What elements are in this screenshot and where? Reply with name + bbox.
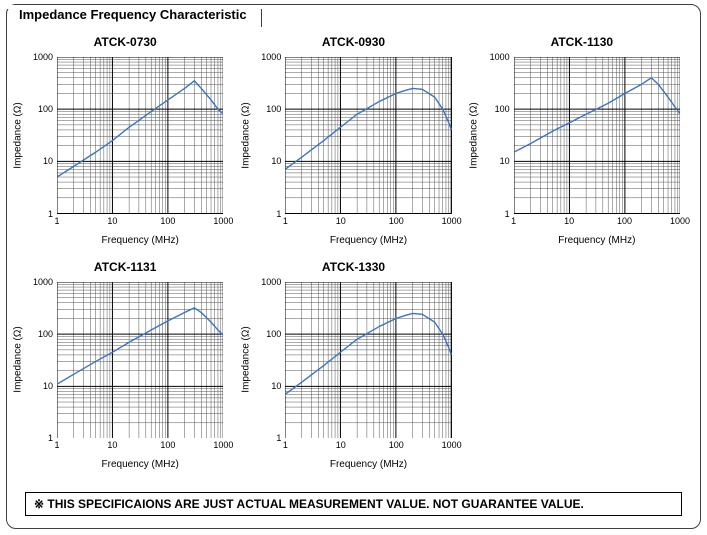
y-axis-label: Impedance (Ω) xyxy=(239,282,253,439)
tab-cover xyxy=(7,5,263,9)
x-axis-label: Frequency (MHz) xyxy=(285,235,451,246)
chart-svg xyxy=(285,282,451,439)
y-tick-label: 1000 xyxy=(261,277,281,287)
x-tick-label: 1000 xyxy=(213,216,233,226)
x-tick-label: 1000 xyxy=(670,216,690,226)
y-tick-label: 1 xyxy=(276,433,281,443)
plot-area: 11010010001101001000 xyxy=(285,57,451,214)
y-tick-label: 1000 xyxy=(261,52,281,62)
plot-area: 11010010001101001000 xyxy=(57,57,223,214)
x-tick-label: 1000 xyxy=(442,216,462,226)
y-axis-label: Impedance (Ω) xyxy=(11,57,25,214)
x-tick-label: 1 xyxy=(283,440,288,450)
x-tick-label: 10 xyxy=(107,440,117,450)
y-tick-label: 1000 xyxy=(33,277,53,287)
x-axis-label: Frequency (MHz) xyxy=(57,459,223,470)
chart-title: ATCK-1130 xyxy=(468,35,696,49)
chart-cell: ATCK-0930Impedance (Ω)110100100011010010… xyxy=(239,33,467,258)
x-tick-label: 10 xyxy=(336,216,346,226)
chart-cell: ATCK-1131Impedance (Ω)110100100011010010… xyxy=(11,258,239,483)
y-tick-label: 100 xyxy=(38,104,53,114)
y-axis-label: Impedance (Ω) xyxy=(468,57,482,214)
y-tick-label: 10 xyxy=(271,381,281,391)
section-title: Impedance Frequency Characteristic xyxy=(19,7,247,22)
x-tick-label: 10 xyxy=(564,216,574,226)
x-tick-label: 1 xyxy=(511,216,516,226)
chart-cell: ATCK-1330Impedance (Ω)110100100011010010… xyxy=(239,258,467,483)
y-tick-label: 100 xyxy=(38,329,53,339)
x-axis-label: Frequency (MHz) xyxy=(285,459,451,470)
y-axis-label: Impedance (Ω) xyxy=(11,282,25,439)
chart-row: ATCK-0730Impedance (Ω)110100100011010010… xyxy=(11,33,696,258)
x-tick-label: 10 xyxy=(107,216,117,226)
y-tick-label: 10 xyxy=(43,381,53,391)
characteristic-panel: Impedance Frequency Characteristic ATCK-… xyxy=(6,4,701,529)
x-tick-label: 100 xyxy=(160,440,175,450)
y-tick-label: 10 xyxy=(500,156,510,166)
x-axis-label: Frequency (MHz) xyxy=(514,235,680,246)
x-tick-label: 1 xyxy=(54,216,59,226)
page-root: Impedance Frequency Characteristic ATCK-… xyxy=(0,0,707,535)
x-tick-label: 1000 xyxy=(213,440,233,450)
y-tick-label: 1000 xyxy=(490,52,510,62)
plot-area: 11010010001101001000 xyxy=(285,282,451,439)
plot-area: 11010010001101001000 xyxy=(57,282,223,439)
y-tick-label: 1 xyxy=(48,433,53,443)
y-tick-label: 100 xyxy=(266,329,281,339)
chart-svg xyxy=(57,57,223,214)
plot-area: 11010010001101001000 xyxy=(514,57,680,214)
y-tick-label: 10 xyxy=(43,156,53,166)
chart-cell: ATCK-0730Impedance (Ω)110100100011010010… xyxy=(11,33,239,258)
chart-title: ATCK-0930 xyxy=(239,35,467,49)
y-axis-label: Impedance (Ω) xyxy=(239,57,253,214)
chart-row: ATCK-1131Impedance (Ω)110100100011010010… xyxy=(11,258,696,483)
x-tick-label: 1000 xyxy=(442,440,462,450)
footnote-text: ※ THIS SPECIFICAIONS ARE JUST ACTUAL MEA… xyxy=(34,497,584,511)
chart-svg xyxy=(514,57,680,214)
chart-cell xyxy=(468,258,696,483)
chart-svg xyxy=(285,57,451,214)
footnote-box: ※ THIS SPECIFICAIONS ARE JUST ACTUAL MEA… xyxy=(25,492,682,516)
y-tick-label: 1 xyxy=(276,209,281,219)
x-tick-label: 100 xyxy=(617,216,632,226)
chart-title: ATCK-1330 xyxy=(239,260,467,274)
x-tick-label: 100 xyxy=(160,216,175,226)
y-tick-label: 1000 xyxy=(33,52,53,62)
y-tick-label: 10 xyxy=(271,156,281,166)
x-axis-label: Frequency (MHz) xyxy=(57,235,223,246)
x-tick-label: 1 xyxy=(54,440,59,450)
x-tick-label: 100 xyxy=(389,440,404,450)
chart-title: ATCK-1131 xyxy=(11,260,239,274)
x-tick-label: 10 xyxy=(336,440,346,450)
x-tick-label: 100 xyxy=(389,216,404,226)
chart-svg xyxy=(57,282,223,439)
y-tick-label: 100 xyxy=(495,104,510,114)
y-tick-label: 100 xyxy=(266,104,281,114)
y-tick-label: 1 xyxy=(505,209,510,219)
x-tick-label: 1 xyxy=(283,216,288,226)
y-tick-label: 1 xyxy=(48,209,53,219)
chart-title: ATCK-0730 xyxy=(11,35,239,49)
charts-area: ATCK-0730Impedance (Ω)110100100011010010… xyxy=(11,33,696,482)
chart-cell: ATCK-1130Impedance (Ω)110100100011010010… xyxy=(468,33,696,258)
